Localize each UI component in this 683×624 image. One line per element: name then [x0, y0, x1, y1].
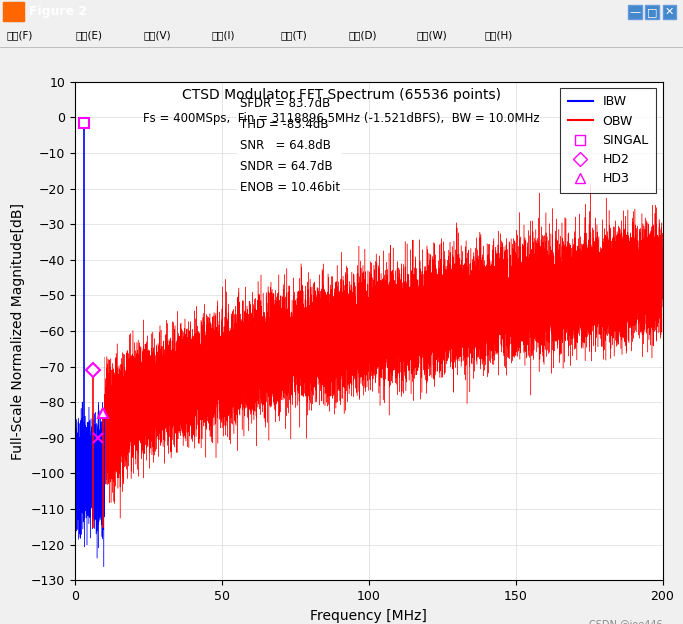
Text: SFDR = 83.7dB
THD = -83.4dB
SNR   = 64.8dB
SNDR = 64.7dB
ENOB = 10.46bit: SFDR = 83.7dB THD = -83.4dB SNR = 64.8dB…	[240, 97, 339, 193]
Text: Fs = 400MSps,  Fin = 3118896.5MHz (-1.521dBFS),  BW = 10.0MHz: Fs = 400MSps, Fin = 3118896.5MHz (-1.521…	[143, 112, 540, 125]
Text: 文件(F): 文件(F)	[7, 31, 33, 41]
Text: 帮助(H): 帮助(H)	[485, 31, 513, 41]
Text: 桌面(D): 桌面(D)	[348, 31, 377, 41]
Text: 编辑(E): 编辑(E)	[75, 31, 102, 41]
Y-axis label: Full-Scale Normalized Magnitude[dB]: Full-Scale Normalized Magnitude[dB]	[12, 203, 25, 459]
Text: —: —	[630, 7, 641, 17]
Text: Figure 2: Figure 2	[29, 6, 87, 18]
Legend: IBW, OBW, SINGAL, HD2, HD3: IBW, OBW, SINGAL, HD2, HD3	[560, 88, 656, 193]
Text: □: □	[647, 7, 658, 17]
Text: 工具(T): 工具(T)	[280, 31, 307, 41]
Text: 窗口(W): 窗口(W)	[417, 31, 447, 41]
Text: 插入(I): 插入(I)	[212, 31, 235, 41]
Text: CTSD Modulator FFT Spectrum (65536 points): CTSD Modulator FFT Spectrum (65536 point…	[182, 88, 501, 102]
Text: ✕: ✕	[665, 7, 674, 17]
Bar	[3, 2, 24, 21]
X-axis label: Frequency [MHz]: Frequency [MHz]	[310, 608, 428, 623]
Text: 查看(V): 查看(V)	[143, 31, 171, 41]
Text: CSDN @joe446: CSDN @joe446	[589, 620, 663, 624]
